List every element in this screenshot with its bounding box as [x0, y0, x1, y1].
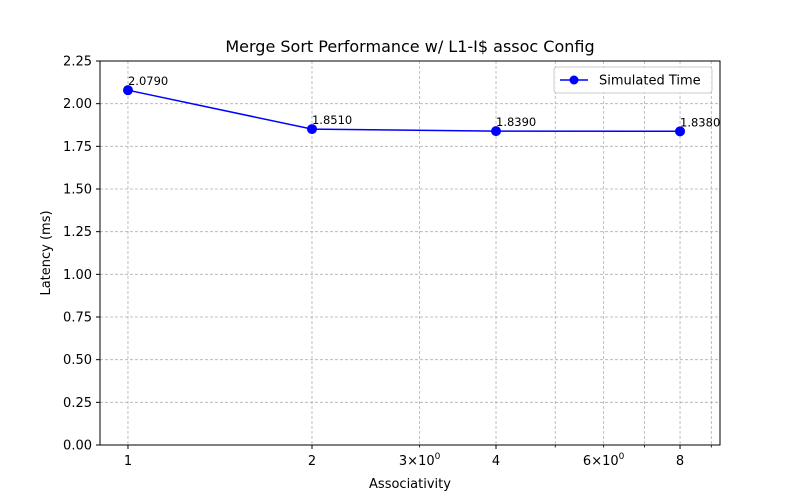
- y-axis-title: Latency (ms): [39, 210, 54, 295]
- legend: Simulated Time: [553, 66, 713, 94]
- data-label: 2.0790: [128, 74, 168, 88]
- legend-label: Simulated Time: [599, 74, 701, 89]
- y-tick-label: 0.50: [63, 353, 92, 368]
- chart-title: Merge Sort Performance w/ L1-I$ assoc Co…: [225, 37, 594, 56]
- x-tick-label: 8: [676, 454, 684, 469]
- x-minor-tick-label: 6×100: [583, 452, 625, 469]
- y-tick-label: 2.00: [63, 97, 92, 112]
- y-tick-label: 1.75: [63, 140, 92, 155]
- y-tick-label: 0.25: [63, 396, 92, 411]
- data-label: 1.8390: [496, 115, 536, 129]
- legend-marker: [569, 75, 579, 85]
- data-point: [675, 126, 686, 137]
- data-label: 1.8510: [312, 113, 352, 127]
- grid: [100, 60, 720, 446]
- x-tick-label: 2: [308, 454, 316, 469]
- y-tick-label: 1.50: [63, 183, 92, 198]
- x-axis-title: Associativity: [369, 477, 451, 492]
- series-layer: [122, 85, 686, 137]
- data-label: 1.8380: [680, 115, 720, 129]
- x-tick-label: 4: [492, 454, 500, 469]
- data-point: [122, 85, 133, 96]
- x-minor-tick-label: 3×100: [399, 452, 441, 469]
- axes: 0.00 0.25 0.50 0.75 1.00 1.25 1.50 1.75 2.00 2.25…: [63, 55, 721, 469]
- x-tick-label: 1: [124, 454, 132, 469]
- series-line: [127, 89, 681, 133]
- y-tick-label: 1.25: [63, 225, 92, 240]
- data-point: [491, 126, 502, 137]
- data-labels: 2.0790 1.8510 1.8390 1.8380: [128, 74, 720, 129]
- legend-box: [553, 66, 713, 94]
- y-tick-label: 0.00: [63, 439, 92, 454]
- y-tick-label: 1.00: [63, 268, 92, 283]
- plot-frame: [99, 60, 721, 446]
- y-tick-label: 2.25: [63, 55, 92, 70]
- data-point: [306, 124, 317, 135]
- y-tick-label: 0.75: [63, 311, 92, 326]
